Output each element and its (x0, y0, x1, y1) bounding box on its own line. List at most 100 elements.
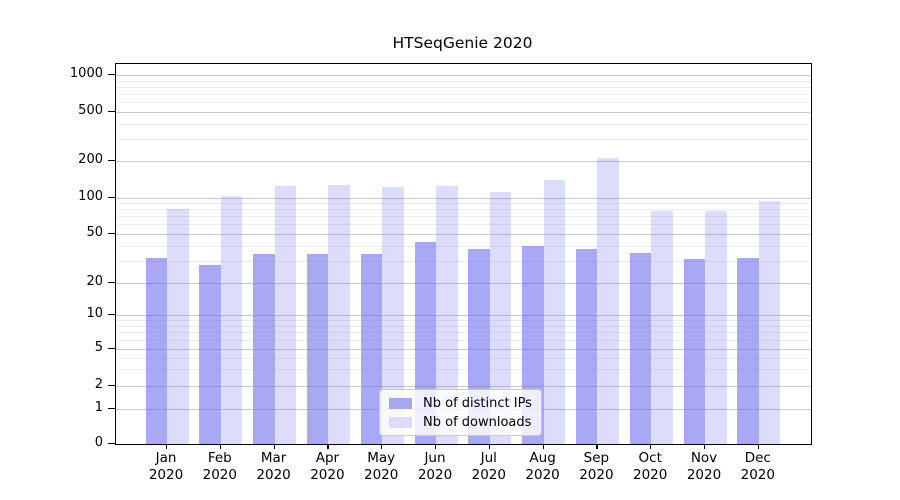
bar-distinct-ips-apr (306, 254, 329, 444)
x-tick-label-month: Sep (583, 450, 610, 466)
x-tick-label-year: 2020 (202, 467, 237, 483)
bar-downloads-jun (436, 186, 458, 444)
x-tick-label: Feb 2020 (190, 450, 250, 484)
x-tick-label: Jan 2020 (136, 450, 196, 484)
gridline-minor (116, 216, 811, 218)
gridline-major (116, 75, 811, 76)
y-tick-mark (108, 281, 115, 283)
x-tick-mark (704, 444, 706, 449)
x-tick-label-month: Jun (424, 450, 446, 466)
y-tick-mark (108, 347, 115, 349)
x-tick-mark (757, 444, 759, 449)
legend-swatch-downloads (389, 416, 412, 428)
bar-downloads-jul (489, 191, 512, 444)
x-tick-mark (381, 444, 383, 449)
bar-distinct-ips-mar (253, 254, 275, 444)
x-tick-label: Oct 2020 (620, 450, 680, 484)
x-tick-label-year: 2020 (525, 467, 560, 483)
x-tick-label-month: Oct (638, 450, 662, 466)
x-tick-label-month: Jul (480, 450, 497, 466)
y-tick-label: 20 (86, 273, 103, 289)
x-tick-label: Dec 2020 (728, 450, 788, 484)
gridline-major (116, 348, 811, 350)
x-tick-mark (219, 444, 221, 449)
bar-distinct-ips-jan (145, 257, 167, 444)
gridline-minor (116, 80, 811, 82)
plot-area (115, 63, 812, 445)
y-tick-mark (108, 408, 115, 410)
bar-distinct-ips-may (360, 254, 383, 444)
x-tick-label-year: 2020 (471, 467, 506, 483)
bar-distinct-ips-dec (737, 257, 759, 444)
gridline-minor (116, 86, 811, 88)
x-tick-label-month: May (367, 450, 396, 466)
x-tick-mark (327, 444, 329, 449)
gridline-minor (116, 123, 811, 125)
x-tick-label-year: 2020 (364, 467, 399, 483)
gridline-minor (116, 339, 811, 341)
y-tick-label: 5 (94, 339, 103, 355)
y-tick-mark (108, 196, 115, 198)
y-tick-mark (108, 159, 115, 161)
x-tick-label-month: Nov (690, 450, 718, 466)
gridline-major (116, 386, 811, 387)
bar-downloads-nov (705, 210, 727, 444)
x-tick-label: Nov 2020 (674, 450, 734, 484)
x-tick-label: Aug 2020 (513, 450, 573, 484)
x-tick-mark (650, 444, 652, 449)
gridline-minor (116, 209, 811, 211)
bar-downloads-dec (758, 201, 781, 444)
y-tick-label: 500 (78, 102, 103, 118)
x-tick-label-year: 2020 (310, 467, 345, 483)
x-tick-label: Jun 2020 (405, 450, 465, 484)
legend: Nb of distinct IPs Nb of downloads (379, 389, 542, 436)
bar-downloads-feb (220, 195, 243, 444)
gridline-major (116, 315, 811, 317)
bar-downloads-may (382, 187, 404, 444)
bar-distinct-ips-oct (629, 252, 652, 444)
y-tick-mark (108, 314, 115, 316)
bar-downloads-jan (167, 208, 189, 444)
bar-downloads-sep (597, 157, 619, 444)
y-tick-mark (108, 385, 115, 387)
chart-title: HTSeqGenie 2020 (392, 34, 533, 52)
bar-downloads-oct (651, 211, 673, 444)
x-tick-label: Apr 2020 (297, 450, 357, 484)
gridline-minor (116, 139, 811, 141)
x-tick-label: May 2020 (351, 450, 411, 484)
gridline-major (116, 234, 811, 235)
x-tick-label-year: 2020 (740, 467, 775, 483)
gridline-major (116, 111, 811, 113)
gridline-minor (116, 203, 811, 205)
x-tick-label-year: 2020 (686, 467, 722, 483)
gridline-minor (116, 326, 811, 328)
bar-downloads-apr (328, 185, 350, 444)
x-tick-label: Jul 2020 (459, 450, 519, 484)
x-tick-label-month: Aug (529, 450, 556, 466)
x-tick-label-month: Mar (260, 450, 287, 466)
x-tick-mark (596, 444, 598, 449)
x-tick-label-year: 2020 (148, 467, 184, 483)
y-tick-label: 50 (86, 225, 103, 240)
y-tick-label: 2 (94, 377, 103, 392)
gridline-major (116, 160, 811, 162)
gridline-minor (116, 224, 811, 226)
x-tick-label: Sep 2020 (566, 450, 626, 484)
gridline-major (116, 197, 811, 199)
y-tick-label: 200 (78, 151, 103, 167)
gridline-minor (116, 369, 811, 371)
y-tick-label: 1000 (69, 66, 103, 81)
x-tick-label-year: 2020 (417, 467, 453, 483)
y-tick-label: 1 (94, 400, 103, 416)
y-tick-mark (108, 443, 115, 445)
legend-label-distinct-ips: Nb of distinct IPs (423, 395, 532, 411)
gridline-minor (116, 357, 811, 359)
x-tick-label-year: 2020 (579, 467, 614, 483)
x-tick-label-month: Jan (155, 450, 177, 466)
x-tick-mark (435, 444, 437, 449)
gridline-minor (116, 102, 811, 104)
bar-distinct-ips-nov (683, 259, 705, 444)
bar-distinct-ips-feb (199, 264, 221, 444)
legend-swatch-distinct-ips (389, 397, 412, 409)
